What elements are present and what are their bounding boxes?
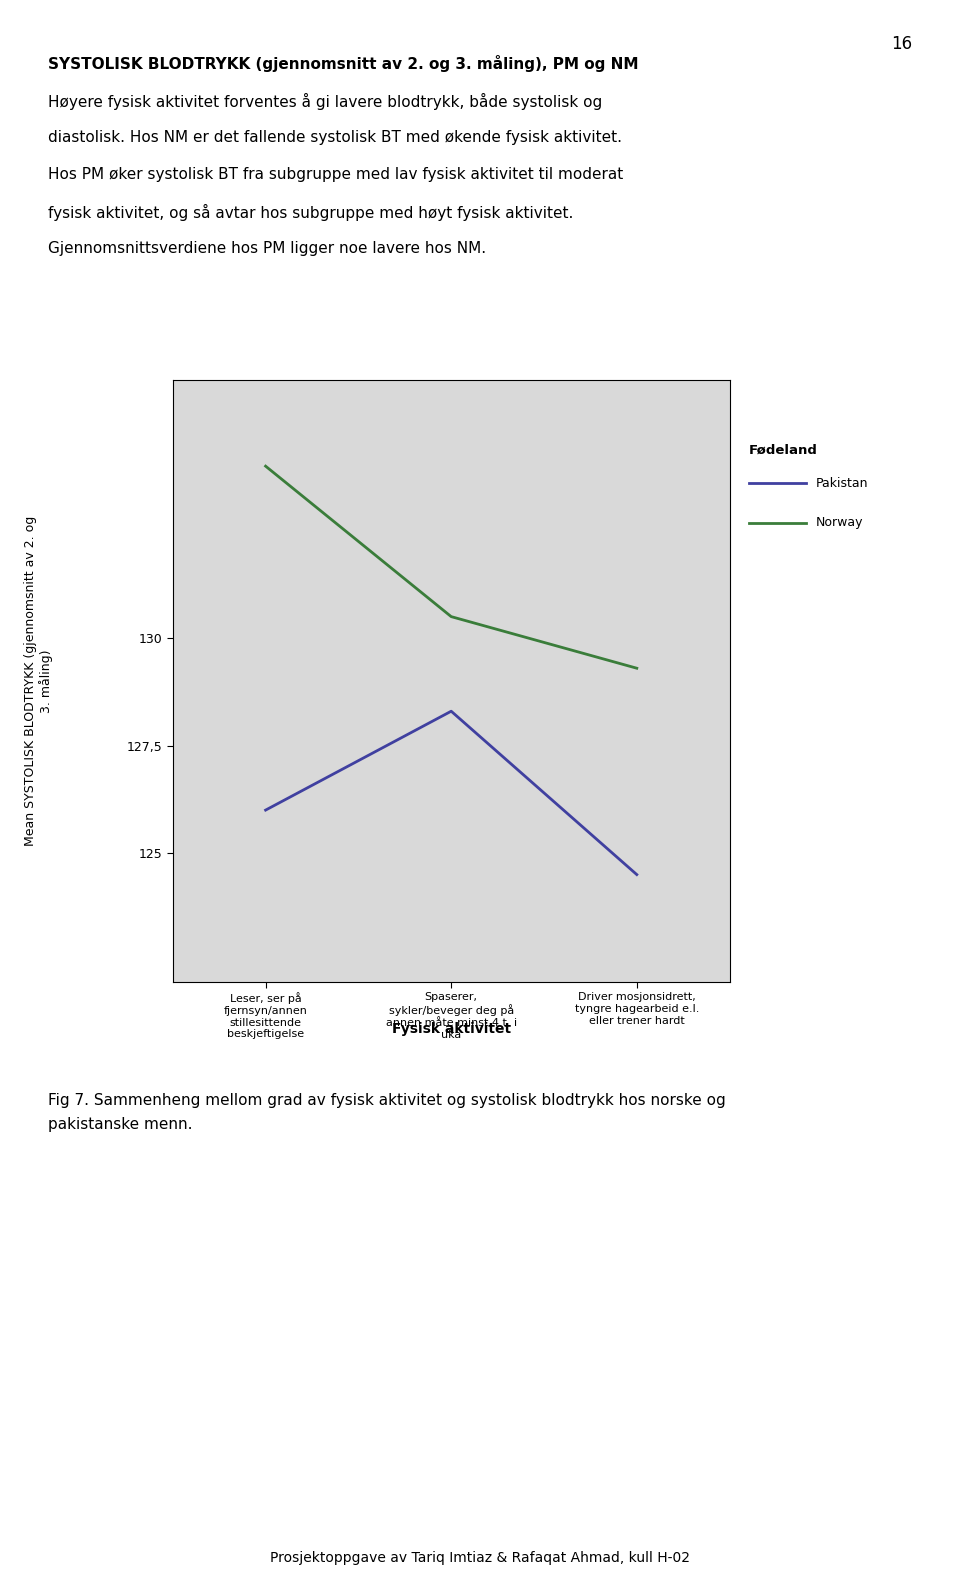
Norway [260, 456, 272, 475]
Text: SYSTOLISK BLODTRYKK (gjennomsnitt av 2. og 3. måling), PM og NM: SYSTOLISK BLODTRYKK (gjennomsnitt av 2. … [48, 55, 638, 73]
Text: Mean SYSTOLISK BLODTRYKK (gjennomsnitt av 2. og
3. måling): Mean SYSTOLISK BLODTRYKK (gjennomsnitt a… [24, 516, 53, 846]
Pakistan [445, 702, 457, 721]
Text: Hos PM øker systolisk BT fra subgruppe med lav fysisk aktivitet til moderat: Hos PM øker systolisk BT fra subgruppe m… [48, 166, 623, 182]
Text: Prosjektoppgave av Tariq Imtiaz & Rafaqat Ahmad, kull H-02: Prosjektoppgave av Tariq Imtiaz & Rafaqa… [270, 1551, 690, 1565]
Text: Fødeland: Fødeland [749, 444, 818, 456]
Pakistan [260, 800, 272, 819]
Text: pakistanske menn.: pakistanske menn. [48, 1117, 193, 1131]
Text: 16: 16 [891, 35, 912, 52]
Text: Pakistan: Pakistan [816, 477, 869, 489]
Text: Fig 7. Sammenheng mellom grad av fysisk aktivitet og systolisk blodtrykk hos nor: Fig 7. Sammenheng mellom grad av fysisk … [48, 1093, 726, 1107]
Text: Gjennomsnittsverdiene hos PM ligger noe lavere hos NM.: Gjennomsnittsverdiene hos PM ligger noe … [48, 241, 486, 255]
Text: diastolisk. Hos NM er det fallende systolisk BT med økende fysisk aktivitet.: diastolisk. Hos NM er det fallende systo… [48, 130, 622, 144]
Text: Fysisk aktivitet: Fysisk aktivitet [392, 1022, 511, 1036]
Pakistan [631, 865, 642, 884]
Text: fysisk aktivitet, og så avtar hos subgruppe med høyt fysisk aktivitet.: fysisk aktivitet, og så avtar hos subgru… [48, 204, 573, 220]
Norway [445, 607, 457, 626]
Text: Høyere fysisk aktivitet forventes å gi lavere blodtrykk, både systolisk og: Høyere fysisk aktivitet forventes å gi l… [48, 92, 602, 109]
Line: Norway: Norway [266, 466, 636, 668]
Norway [631, 659, 642, 678]
Text: Norway: Norway [816, 516, 863, 529]
Line: Pakistan: Pakistan [266, 711, 636, 874]
